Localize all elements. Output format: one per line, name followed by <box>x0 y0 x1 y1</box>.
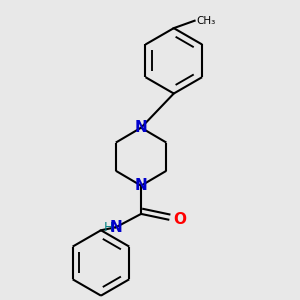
Text: O: O <box>173 212 186 227</box>
Text: N: N <box>110 220 122 235</box>
Text: N: N <box>135 178 148 193</box>
Text: CH₃: CH₃ <box>196 16 215 26</box>
Text: H: H <box>104 221 113 234</box>
Text: N: N <box>135 120 148 135</box>
